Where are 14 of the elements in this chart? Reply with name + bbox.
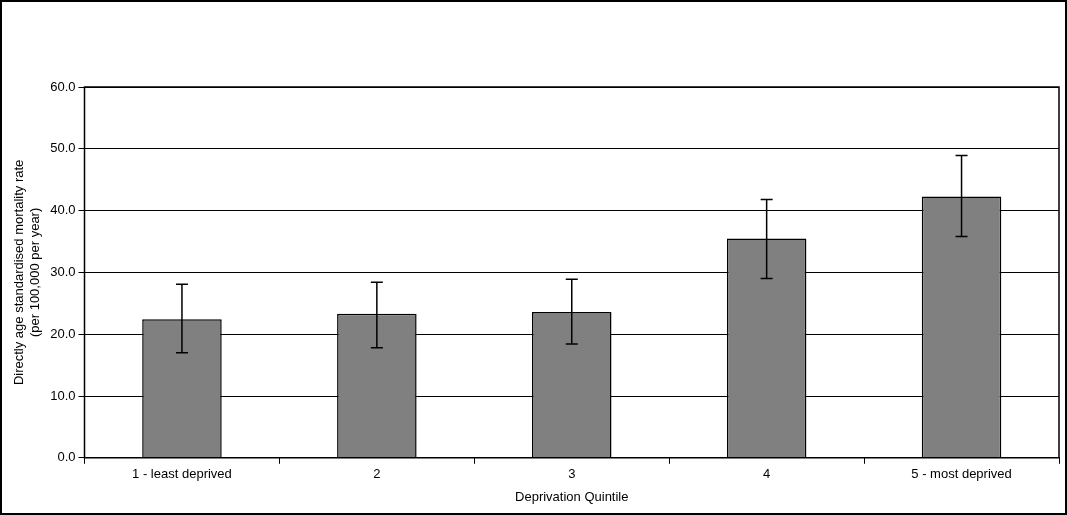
- y-tick-label: 60.0: [50, 78, 76, 94]
- y-tick-label: 40.0: [50, 202, 76, 218]
- x-axis-title: Deprivation Quintile: [515, 488, 629, 504]
- y-tick-label: 10.0: [50, 387, 76, 403]
- y-axis-title: Directly age standardised mortality rate (per 100,000 per year): [11, 159, 42, 386]
- y-tick-label: 50.0: [50, 140, 76, 156]
- y-tick-label: 0.0: [57, 449, 76, 465]
- x-tick-label: 1 - least deprived: [132, 466, 232, 482]
- x-tick-label: 4: [763, 466, 771, 482]
- x-tick-label: 3: [568, 466, 576, 482]
- x-tick-label: 2: [373, 466, 381, 482]
- y-tick-label: 30.0: [50, 263, 76, 279]
- y-tick-label: 20.0: [50, 325, 76, 341]
- x-tick-label: 5 - most deprived: [911, 466, 1012, 482]
